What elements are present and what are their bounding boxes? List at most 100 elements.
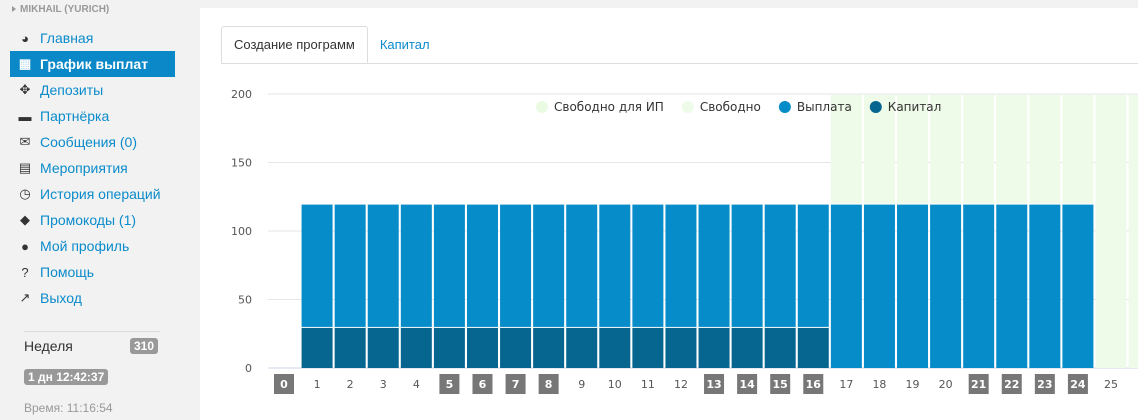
x-tick-label: 1 xyxy=(314,378,321,391)
bar-Выплата xyxy=(500,204,532,327)
bar-Капитал xyxy=(731,327,763,368)
y-tick-label: 150 xyxy=(231,157,252,170)
top-bar xyxy=(200,0,1138,8)
bar-Капитал xyxy=(566,327,598,368)
bar-Выплата xyxy=(367,204,399,327)
x-tick-label: 21 xyxy=(971,378,986,391)
legend-label: Капитал xyxy=(888,100,942,114)
sidebar-item-9[interactable]: ? Помощь xyxy=(10,259,175,285)
week-badge: 310 xyxy=(130,338,159,354)
bar-Капитал xyxy=(500,327,532,368)
bar-Выплата xyxy=(1062,204,1094,368)
x-tick-label: 15 xyxy=(773,378,788,391)
bar-Свободно xyxy=(963,95,995,204)
bar-Капитал xyxy=(599,327,631,368)
bar-Выплата xyxy=(897,204,929,368)
x-tick-label: 8 xyxy=(545,378,553,391)
x-tick-label: 17 xyxy=(839,378,853,391)
sidebar-item-5[interactable]: ▤ Мероприятия xyxy=(10,155,175,181)
bar-Выплата xyxy=(863,204,895,368)
countdown-timer: 1 дн 12:42:37 xyxy=(24,369,109,385)
legend-marker xyxy=(778,101,791,113)
bar-Свободно xyxy=(930,95,962,204)
briefcase-icon: ▬ xyxy=(18,108,32,124)
x-label-highlight xyxy=(770,374,791,394)
bar-Капитал xyxy=(367,327,399,368)
x-label-highlight xyxy=(1034,374,1055,394)
crosshairs-icon: ✥ xyxy=(19,82,31,97)
x-tick-label: 6 xyxy=(479,378,487,391)
x-label-highlight xyxy=(538,374,559,394)
x-tick-label: 0 xyxy=(280,378,288,391)
bar-Выплата xyxy=(731,204,763,327)
sidebar-item-label: Депозиты xyxy=(40,82,104,98)
user-icon: ● xyxy=(21,238,29,254)
x-label-highlight xyxy=(1067,374,1088,394)
envelope-icon: ✉ xyxy=(19,134,31,149)
bar-Выплата xyxy=(996,204,1028,368)
bar-Выплата xyxy=(963,204,995,368)
current-time: Время: 11:16:54 xyxy=(24,401,113,415)
bar-Выплата xyxy=(466,204,498,327)
bar-Капитал xyxy=(764,327,796,368)
bar-Капитал xyxy=(797,327,829,368)
week-label: Неделя xyxy=(24,338,73,354)
x-tick-label: 18 xyxy=(872,378,886,391)
sidebar-item-0[interactable]: ◕ Главная xyxy=(10,25,175,51)
sidebar-item-3[interactable]: ▬ Партнёрка xyxy=(10,103,175,129)
legend-label: Выплата xyxy=(797,100,852,114)
x-tick-label: 2 xyxy=(347,378,354,391)
bar-Свободно xyxy=(1128,95,1138,368)
x-tick-label: 22 xyxy=(1004,378,1019,391)
sidebar-item-label: Выход xyxy=(40,290,82,306)
sidebar-item-label: Промокоды (1) xyxy=(40,212,137,228)
legend-label: Свободно для ИП xyxy=(554,100,664,114)
sidebar-item-label: История операций xyxy=(40,186,161,202)
user-name[interactable]: MIKHAIL (YURICH) xyxy=(12,4,109,15)
sidebar-item-2[interactable]: ✥ Депозиты xyxy=(10,77,175,103)
sidebar-item-7[interactable]: ◆ Промокоды (1) xyxy=(10,207,175,233)
bar-Капитал xyxy=(698,327,730,368)
tab-create-programs[interactable]: Создание программ xyxy=(221,26,368,63)
sidebar-item-10[interactable]: ↗ Выход xyxy=(10,285,175,311)
sidebar-item-8[interactable]: ● Мой профиль xyxy=(10,233,175,259)
bar-Свободно xyxy=(863,95,895,204)
x-tick-label: 11 xyxy=(641,378,655,391)
sidebar-item-label: Мероприятия xyxy=(40,160,128,176)
tab-capital[interactable]: Капитал xyxy=(379,37,430,52)
x-tick-label: 4 xyxy=(413,378,420,391)
sidebar-item-label: Мой профиль xyxy=(40,238,130,254)
bar-Выплата xyxy=(632,204,664,327)
x-tick-label: 25 xyxy=(1104,378,1118,391)
sidebar-item-label: Партнёрка xyxy=(40,108,110,124)
bar-Выплата xyxy=(698,204,730,327)
sidebar-item-label: Помощь xyxy=(40,264,95,280)
bar-Свободно xyxy=(1095,95,1127,368)
bar-Свободно xyxy=(830,95,862,204)
sidebar-item-6[interactable]: ◷ История операций xyxy=(10,181,175,207)
bar-Капитал xyxy=(665,327,697,368)
bar-Выплата xyxy=(1029,204,1061,368)
sidebar-item-4[interactable]: ✉ Сообщения (0) xyxy=(10,129,175,155)
bar-Выплата xyxy=(830,204,862,368)
bar-Выплата xyxy=(764,204,796,327)
x-tick-label: 19 xyxy=(906,378,920,391)
bar-Выплата xyxy=(301,204,333,327)
x-tick-label: 16 xyxy=(806,378,822,391)
sidebar-item-1[interactable]: ▦ График выплат xyxy=(10,51,175,77)
bar-Выплата xyxy=(334,204,366,327)
user-name-label: MIKHAIL (YURICH) xyxy=(20,4,110,15)
x-tick-label: 3 xyxy=(380,378,387,391)
bar-Капитал xyxy=(334,327,366,368)
tabs: Создание программ Капитал xyxy=(221,26,1138,64)
legend-marker xyxy=(681,101,694,113)
bar-Капитал xyxy=(466,327,498,368)
sidebar: MIKHAIL (YURICH) ◕ Главная ▦ График выплат ✥… xyxy=(0,0,200,420)
caret-icon xyxy=(12,6,16,12)
x-tick-label: 24 xyxy=(1070,378,1086,391)
x-tick-label: 7 xyxy=(512,378,520,391)
bar-Выплата xyxy=(566,204,598,327)
x-label-highlight xyxy=(737,374,758,394)
x-label-highlight xyxy=(704,374,725,394)
